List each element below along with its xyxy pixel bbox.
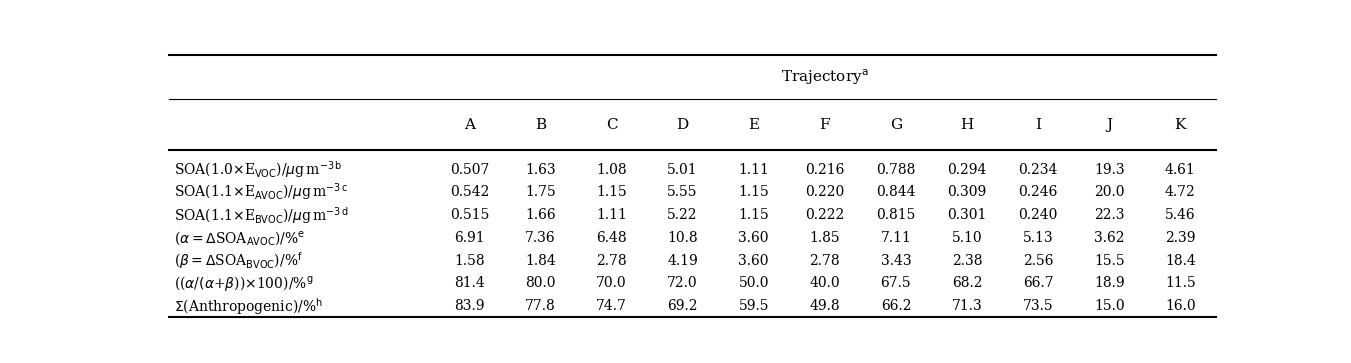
Text: 1.11: 1.11: [738, 163, 769, 176]
Text: 1.15: 1.15: [596, 185, 627, 199]
Text: 19.3: 19.3: [1094, 163, 1124, 176]
Text: 2.38: 2.38: [951, 254, 982, 268]
Text: 50.0: 50.0: [739, 276, 769, 290]
Text: 18.4: 18.4: [1165, 254, 1196, 268]
Text: 5.55: 5.55: [667, 185, 698, 199]
Text: 40.0: 40.0: [809, 276, 840, 290]
Text: 73.5: 73.5: [1023, 299, 1054, 313]
Text: 3.60: 3.60: [739, 231, 769, 245]
Text: 7.11: 7.11: [881, 231, 912, 245]
Text: 70.0: 70.0: [596, 276, 627, 290]
Text: $\Sigma$(Anthropogenic)/%${\rm ^{h}}$: $\Sigma$(Anthropogenic)/%${\rm ^{h}}$: [174, 295, 323, 317]
Text: 66.7: 66.7: [1023, 276, 1054, 290]
Text: 5.13: 5.13: [1023, 231, 1054, 245]
Text: 2.39: 2.39: [1165, 231, 1196, 245]
Text: 3.60: 3.60: [739, 254, 769, 268]
Text: 1.11: 1.11: [596, 208, 627, 222]
Text: 20.0: 20.0: [1094, 185, 1124, 199]
Text: SOA(1.1$\times$E$_{\rm AVOC}$)/$\mu$g$\,$m$^{-3\,{\rm c}}$: SOA(1.1$\times$E$_{\rm AVOC}$)/$\mu$g$\,…: [174, 182, 349, 203]
Text: A: A: [463, 118, 474, 132]
Text: 77.8: 77.8: [526, 299, 555, 313]
Text: 0.246: 0.246: [1019, 185, 1058, 199]
Text: SOA(1.0$\times$E$_{\rm VOC}$)/$\mu$g$\,$m$^{-3\,{\rm b}}$: SOA(1.0$\times$E$_{\rm VOC}$)/$\mu$g$\,$…: [174, 159, 343, 180]
Text: ($\beta$$=$$\Delta$SOA$_{\rm BVOC}$)/%${\rm ^{f}}$: ($\beta$$=$$\Delta$SOA$_{\rm BVOC}$)/%${…: [174, 250, 303, 271]
Text: 10.8: 10.8: [667, 231, 698, 245]
Text: 1.84: 1.84: [526, 254, 555, 268]
Text: 67.5: 67.5: [881, 276, 911, 290]
Text: B: B: [535, 118, 546, 132]
Text: 2.56: 2.56: [1023, 254, 1054, 268]
Text: 3.43: 3.43: [881, 254, 911, 268]
Text: K: K: [1174, 118, 1186, 132]
Text: 6.91: 6.91: [454, 231, 485, 245]
Text: 1.75: 1.75: [526, 185, 555, 199]
Text: 69.2: 69.2: [667, 299, 698, 313]
Text: 3.62: 3.62: [1094, 231, 1124, 245]
Text: 0.515: 0.515: [450, 208, 489, 222]
Text: 0.309: 0.309: [947, 185, 986, 199]
Text: 0.788: 0.788: [877, 163, 916, 176]
Text: 1.15: 1.15: [738, 208, 769, 222]
Text: 81.4: 81.4: [454, 276, 485, 290]
Text: I: I: [1035, 118, 1042, 132]
Text: 7.36: 7.36: [526, 231, 555, 245]
Text: 5.10: 5.10: [951, 231, 982, 245]
Text: 11.5: 11.5: [1165, 276, 1196, 290]
Text: (($\alpha$/$( \alpha$+$\beta$))$\times$100)/%${\rm ^{g}}$: (($\alpha$/$( \alpha$+$\beta$))$\times$1…: [174, 274, 313, 293]
Text: 6.48: 6.48: [596, 231, 627, 245]
Text: 15.5: 15.5: [1094, 254, 1124, 268]
Text: 66.2: 66.2: [881, 299, 911, 313]
Text: 83.9: 83.9: [454, 299, 485, 313]
Text: 4.61: 4.61: [1165, 163, 1196, 176]
Text: 0.815: 0.815: [877, 208, 916, 222]
Text: 22.3: 22.3: [1094, 208, 1124, 222]
Text: 71.3: 71.3: [951, 299, 982, 313]
Text: 5.01: 5.01: [667, 163, 698, 176]
Text: 49.8: 49.8: [809, 299, 840, 313]
Text: 68.2: 68.2: [951, 276, 982, 290]
Text: 0.542: 0.542: [450, 185, 489, 199]
Text: 2.78: 2.78: [596, 254, 627, 268]
Text: J: J: [1106, 118, 1112, 132]
Text: 1.63: 1.63: [526, 163, 555, 176]
Text: 0.294: 0.294: [947, 163, 986, 176]
Text: 5.22: 5.22: [667, 208, 698, 222]
Text: 0.301: 0.301: [947, 208, 986, 222]
Text: G: G: [890, 118, 902, 132]
Text: 1.15: 1.15: [738, 185, 769, 199]
Text: 5.46: 5.46: [1165, 208, 1196, 222]
Text: 1.58: 1.58: [454, 254, 485, 268]
Text: 18.9: 18.9: [1094, 276, 1124, 290]
Text: SOA(1.1$\times$E$_{\rm BVOC}$)/$\mu$g$\,$m$^{-3\,{\rm d}}$: SOA(1.1$\times$E$_{\rm BVOC}$)/$\mu$g$\,…: [174, 205, 349, 225]
Text: D: D: [677, 118, 689, 132]
Text: H: H: [961, 118, 974, 132]
Text: C: C: [605, 118, 617, 132]
Text: F: F: [820, 118, 830, 132]
Text: 4.19: 4.19: [667, 254, 698, 268]
Text: 16.0: 16.0: [1165, 299, 1196, 313]
Text: 0.216: 0.216: [805, 163, 844, 176]
Text: 0.222: 0.222: [805, 208, 844, 222]
Text: 72.0: 72.0: [667, 276, 698, 290]
Text: 74.7: 74.7: [596, 299, 627, 313]
Text: 1.66: 1.66: [526, 208, 555, 222]
Text: Trajectory$^{\rm a}$: Trajectory$^{\rm a}$: [781, 67, 869, 87]
Text: 1.08: 1.08: [596, 163, 627, 176]
Text: 0.234: 0.234: [1019, 163, 1058, 176]
Text: E: E: [748, 118, 759, 132]
Text: 0.844: 0.844: [877, 185, 916, 199]
Text: 0.220: 0.220: [805, 185, 844, 199]
Text: ($\alpha$$=$$\Delta$SOA$_{\rm AVOC}$)/%${\rm ^{e}}$: ($\alpha$$=$$\Delta$SOA$_{\rm AVOC}$)/%$…: [174, 229, 305, 247]
Text: 80.0: 80.0: [526, 276, 555, 290]
Text: 0.507: 0.507: [450, 163, 489, 176]
Text: 4.72: 4.72: [1165, 185, 1196, 199]
Text: 0.240: 0.240: [1019, 208, 1058, 222]
Text: 15.0: 15.0: [1094, 299, 1124, 313]
Text: 59.5: 59.5: [739, 299, 769, 313]
Text: 1.85: 1.85: [809, 231, 840, 245]
Text: 2.78: 2.78: [809, 254, 840, 268]
